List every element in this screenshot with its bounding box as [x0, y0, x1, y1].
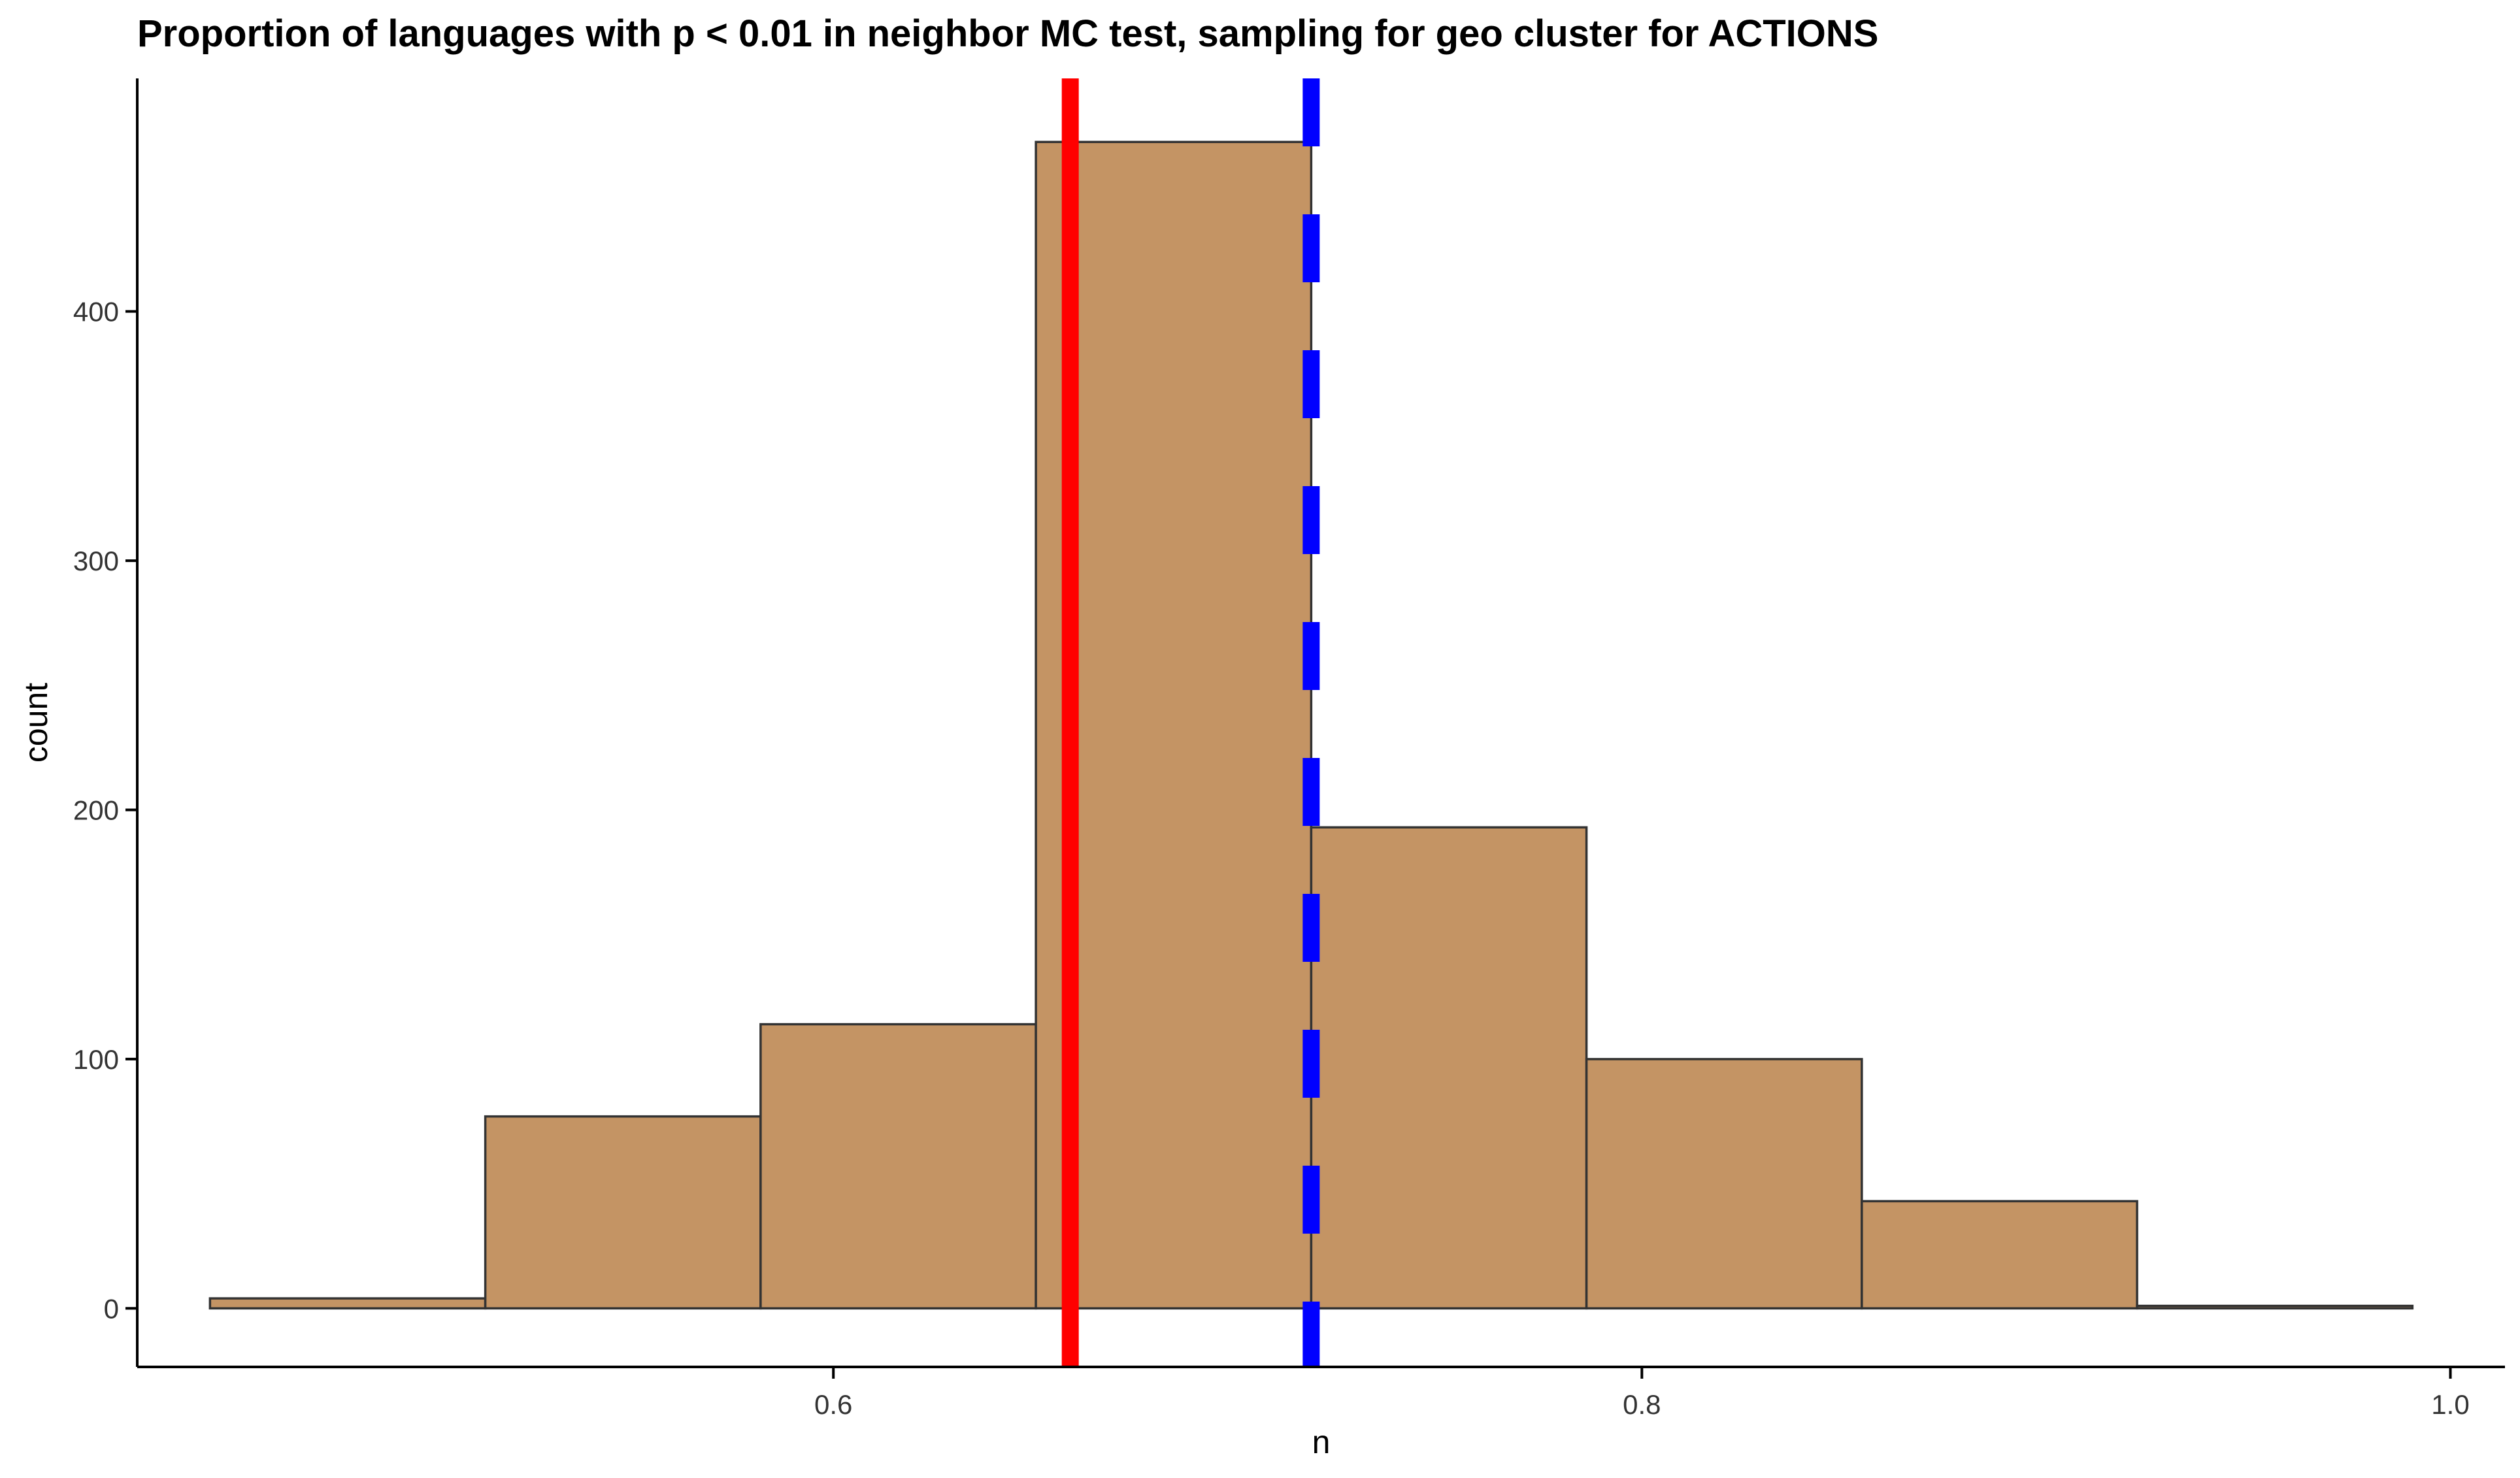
y-tick-label: 400 — [73, 297, 119, 327]
histogram-bar-3 — [759, 1023, 1037, 1310]
y-tick-label: 0 — [104, 1293, 119, 1324]
bars-layer — [208, 140, 2414, 1310]
y-tick-label: 100 — [73, 1044, 119, 1075]
y-axis-label: count — [18, 683, 54, 763]
histogram-bar-8 — [2136, 1304, 2414, 1310]
y-tick-label: 200 — [73, 795, 119, 826]
reference-lines-layer — [1061, 78, 1320, 1367]
histogram-bar-5 — [1310, 826, 1588, 1310]
histogram-bar-7 — [1861, 1200, 2138, 1310]
y-tick-label: 300 — [73, 546, 119, 576]
histogram-bar-2 — [484, 1115, 762, 1310]
x-tick-label: 0.6 — [814, 1389, 852, 1420]
x-tick-label: 1.0 — [2431, 1389, 2469, 1420]
labels-layer: 0.6 0.8 1.0 0 100 200 300 400 n count — [18, 297, 2470, 1460]
histogram-bar-6 — [1585, 1058, 1863, 1310]
axes-layer — [125, 78, 2505, 1379]
x-axis-label: n — [1312, 1424, 1331, 1460]
x-tick-label: 0.8 — [1623, 1389, 1661, 1420]
chart-title: Proportion of languages with p < 0.01 in… — [137, 12, 1879, 55]
histogram-bar-4 — [1035, 140, 1313, 1310]
histogram-bar-1 — [208, 1297, 487, 1310]
